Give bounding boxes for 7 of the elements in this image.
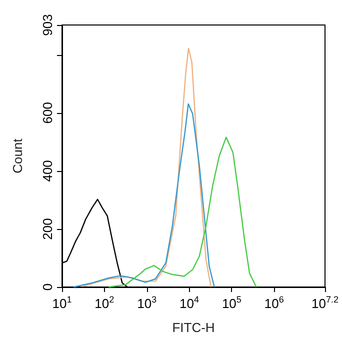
y-tick-label: 600	[40, 102, 55, 124]
y-tick-label: 903	[40, 14, 55, 36]
y-tick-label: 200	[40, 218, 55, 240]
y-tick-label: 400	[40, 160, 55, 182]
x-axis-title: FITC-H	[172, 320, 215, 335]
y-tick-label: 0	[40, 283, 55, 291]
y-axis-title: Count	[10, 138, 25, 174]
